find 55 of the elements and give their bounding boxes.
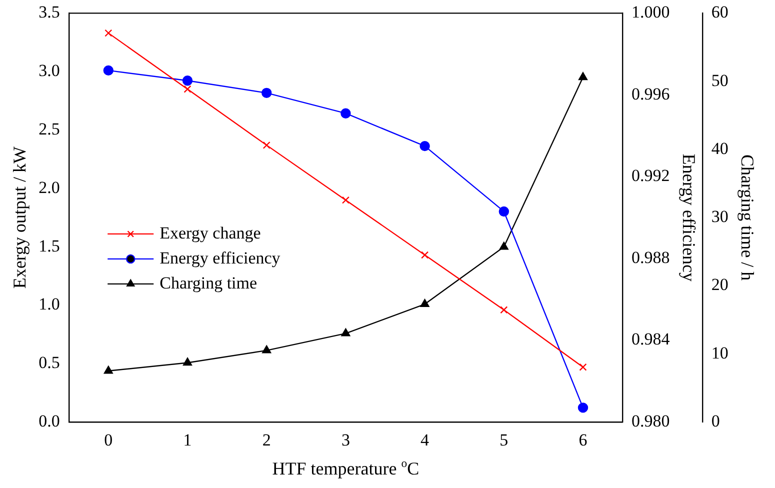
y3-tick-label: 50 (711, 70, 728, 90)
y-tick-label: 3.5 (38, 2, 60, 22)
y-axis-title: Exergy output / kW (10, 146, 30, 289)
point (420, 140, 430, 152)
y2-tick-label: 1.000 (632, 2, 670, 22)
x-tick-label: 4 (420, 430, 430, 450)
x-tick-label: 2 (262, 430, 271, 450)
legend-label: Charging time (160, 273, 258, 292)
point (578, 72, 588, 80)
point (342, 196, 350, 204)
point (262, 88, 272, 98)
y3-tick-label: 10 (711, 343, 728, 362)
point (578, 402, 588, 413)
y2-tick-label: 0.980 (632, 411, 670, 430)
point (340, 108, 351, 118)
y3-tick-label: 20 (711, 275, 728, 294)
point (183, 358, 192, 366)
point (499, 242, 508, 250)
y-tick-label: 3.0 (38, 61, 60, 80)
y2-tick-label: 0.988 (632, 248, 670, 267)
point (104, 29, 112, 37)
y3-tick-label: 60 (711, 2, 728, 22)
point (103, 65, 114, 76)
point (579, 363, 587, 371)
x-tick-label: 6 (578, 430, 588, 450)
y3-tick-label: 0 (711, 411, 720, 430)
x-tick-label: 3 (341, 430, 350, 450)
y-tick-label: 0.0 (38, 411, 60, 430)
y3-tick-label: 30 (711, 207, 728, 226)
point (420, 299, 430, 307)
y3-tick-label: 40 (711, 138, 728, 158)
point (500, 306, 508, 314)
point (184, 85, 192, 93)
y2-tick-label: 0.992 (632, 166, 670, 186)
point (498, 206, 509, 217)
y2-axis-title: Energy efficiency (678, 154, 699, 282)
legend-label: Exergy change (160, 223, 261, 242)
y2-tick-label: 0.984 (632, 330, 670, 349)
y-tick-label: 1.5 (38, 236, 60, 256)
y3-axis-title: Charging time / h (737, 154, 758, 281)
point (341, 328, 350, 336)
point (262, 345, 272, 354)
x-tick-label: 1 (183, 430, 192, 450)
y-tick-label: 2.5 (38, 119, 60, 138)
point (421, 251, 429, 259)
x-tick-label: 0 (104, 430, 113, 450)
point (104, 366, 113, 374)
x-tick-label: 5 (500, 430, 508, 450)
point (262, 141, 270, 149)
point (182, 76, 193, 86)
y-tick-label: 1.0 (38, 294, 60, 314)
legend-label: Energy efficiency (160, 248, 281, 268)
y2-tick-label: 0.996 (632, 84, 670, 104)
y-tick-label: 0.5 (38, 353, 60, 372)
y-tick-label: 2.0 (38, 178, 60, 197)
